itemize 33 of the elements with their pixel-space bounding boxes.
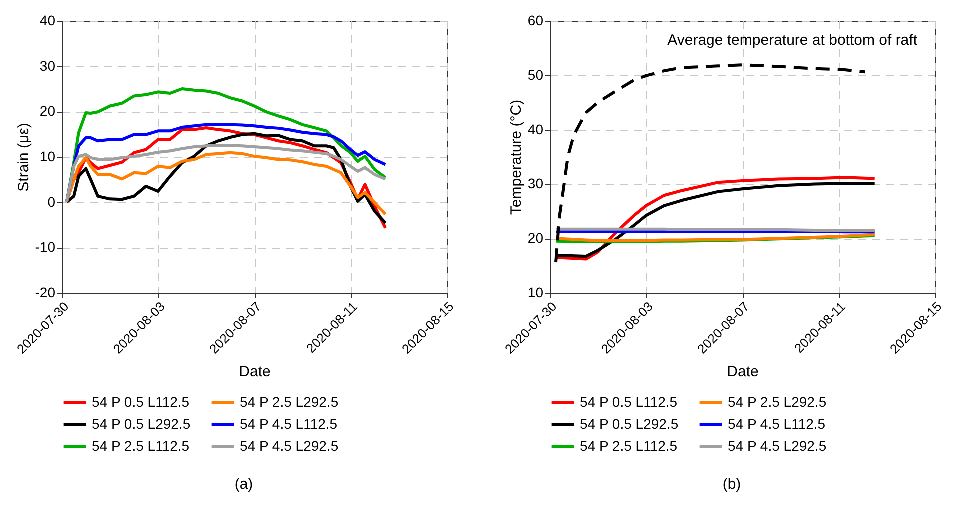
y-tick-label: -10: [35, 239, 56, 256]
y-tick-label: 40: [528, 121, 544, 138]
series-label: Average temperature at bottom of raft: [668, 32, 918, 49]
legend-label: 54 P 2.5 L292.5: [240, 394, 339, 410]
legend-label: 54 P 4.5 L292.5: [728, 438, 827, 454]
legend-label: 54 P 0.5 L112.5: [92, 394, 190, 410]
y-tick-label: 60: [528, 12, 544, 28]
y-tick-label: 30: [40, 58, 56, 74]
legend-label: 54 P 2.5 L112.5: [92, 438, 190, 454]
y-tick-label: 20: [40, 103, 56, 120]
legend-label: 54 P 4.5 L112.5: [728, 416, 826, 432]
x-axis-title: Date: [239, 364, 271, 381]
y-tick-label: 20: [528, 230, 544, 246]
y-tick-label: -20: [35, 284, 56, 300]
x-axis-title: Date: [727, 364, 759, 381]
y-tick-label: 0: [48, 194, 56, 210]
legend-label: 54 P 2.5 L292.5: [728, 394, 827, 410]
y-axis-title: Strain (με): [15, 123, 32, 192]
text: (b): [722, 476, 742, 493]
legend-label: 54 P 2.5 L112.5: [580, 438, 678, 454]
y-tick-label: 30: [528, 176, 544, 192]
legend-label: 54 P 0.5 L292.5: [580, 416, 679, 432]
y-tick-label: 40: [40, 12, 56, 28]
legend-label: 54 P 0.5 L112.5: [580, 394, 678, 410]
legend-label: 54 P 4.5 L292.5: [240, 438, 339, 454]
y-axis-title: Temperature (°C): [508, 100, 525, 216]
legend-label: 54 P 0.5 L292.5: [92, 416, 191, 432]
y-tick-label: 50: [528, 66, 544, 83]
legend-label: 54 P 4.5 L112.5: [240, 416, 338, 432]
y-tick-label: 10: [528, 284, 544, 300]
text: (a): [234, 476, 254, 493]
y-tick-label: 10: [40, 148, 56, 164]
line-series: [65, 144, 388, 204]
